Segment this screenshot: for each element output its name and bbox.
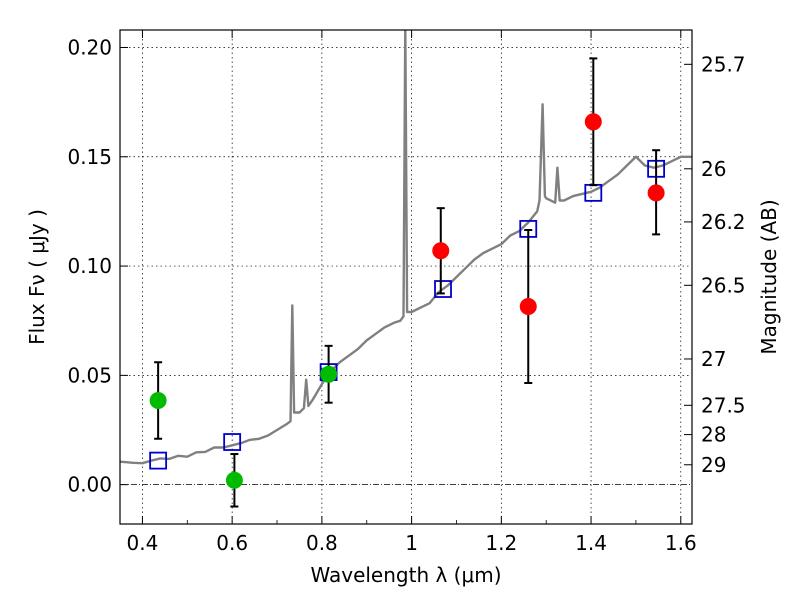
grid-lines — [120, 30, 692, 524]
y-tick-label: 0.20 — [67, 35, 112, 59]
y2-tick-label: 25.7 — [701, 52, 746, 76]
y2-tick-label: 27 — [701, 347, 726, 371]
observed-flux-point-green — [225, 471, 243, 489]
y2-axis-title: Magnitude (AB) — [757, 199, 781, 354]
y-tick-label: 0.05 — [67, 363, 112, 387]
x-tick-label: 1 — [405, 531, 418, 555]
x-axis-title: Wavelength λ (μm) — [310, 563, 501, 587]
model-spectrum-line — [120, 30, 692, 465]
plot-area — [120, 30, 692, 508]
y-tick-label: 0.15 — [67, 145, 112, 169]
model-flux-square — [434, 280, 452, 298]
plot-frame — [119, 29, 693, 525]
observed-flux-point-red — [432, 242, 450, 260]
model-flux-square — [223, 433, 242, 451]
y-axis-title: Flux Fν ( μJy ) — [25, 209, 49, 345]
observed-flux-point-green — [320, 365, 338, 383]
model-flux-square — [149, 451, 168, 470]
observed-flux-point-red — [647, 184, 665, 202]
axis-ticks: 0.4 0.6 0.8 1 1.2 1.4 1.6 0.00 0.05 0.10 0.15 0.20 2… — [67, 30, 746, 555]
x-tick-label: 0.6 — [216, 531, 248, 555]
x-tick-label: 1.2 — [485, 531, 517, 555]
y2-tick-label: 26.2 — [701, 210, 746, 234]
observed-flux-point-red — [584, 113, 602, 131]
x-tick-label: 0.4 — [127, 531, 159, 555]
y2-tick-label: 28 — [701, 423, 726, 447]
observed-flux-point-green — [149, 392, 167, 409]
x-tick-label: 1.6 — [665, 531, 697, 555]
y2-tick-label: 26 — [701, 157, 726, 181]
y-tick-label: 0.00 — [67, 473, 112, 497]
y-tick-label: 0.10 — [67, 254, 112, 278]
y2-tick-label: 27.5 — [701, 393, 746, 417]
y2-tick-label: 29 — [701, 453, 726, 477]
y2-tick-label: 26.5 — [701, 273, 746, 297]
observed-flux-point-red — [519, 298, 537, 316]
x-tick-label: 0.8 — [306, 531, 338, 555]
x-tick-label: 1.4 — [575, 531, 607, 555]
